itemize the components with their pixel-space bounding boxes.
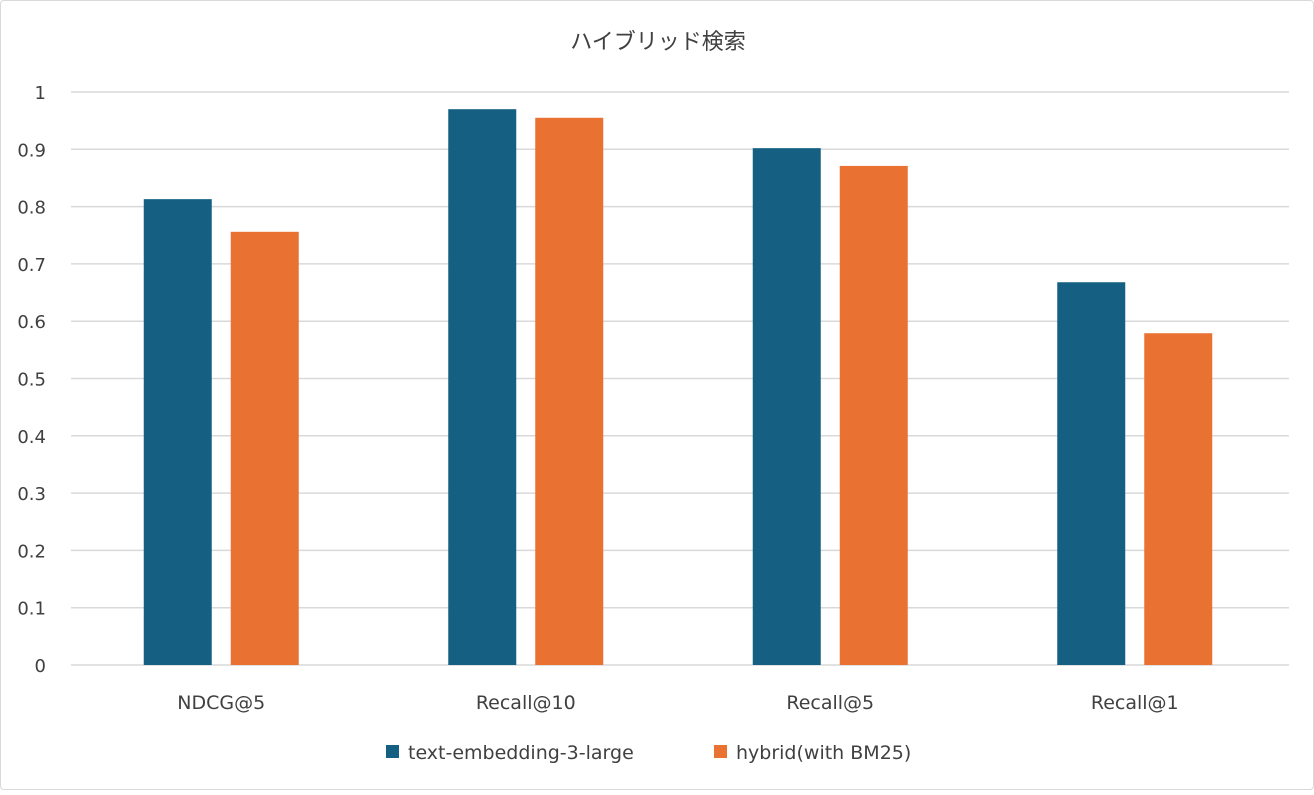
x-axis: NDCG@5 Recall@10 Recall@5 Recall@1	[177, 692, 1178, 714]
y-tick-label: 0.3	[17, 484, 46, 505]
chart-title: ハイブリッド検索	[570, 30, 746, 55]
y-tick-label: 0.9	[17, 140, 46, 161]
y-tick-label: 0.6	[17, 312, 46, 333]
bars	[143, 109, 1213, 666]
bar-Recall@5-hybrid(with BM25)	[839, 165, 908, 666]
bar-NDCG@5-text-embedding-3-large	[143, 199, 212, 665]
legend-swatch	[714, 745, 727, 758]
y-tick-label: 0	[35, 656, 46, 677]
y-tick-label: 0.5	[17, 370, 46, 391]
y-tick-label: 1	[35, 83, 46, 104]
y-tick-label: 0.8	[17, 198, 46, 219]
bar-Recall@10-text-embedding-3-large	[448, 109, 517, 665]
bar-Recall@5-text-embedding-3-large	[752, 148, 821, 666]
y-tick-label: 0.1	[17, 599, 46, 620]
y-tick-label: 0.4	[17, 427, 46, 448]
x-tick-label: Recall@5	[786, 692, 874, 714]
legend-label: hybrid(with BM25)	[736, 742, 911, 764]
legend-label: text-embedding-3-large	[408, 742, 634, 764]
legend-swatch	[386, 745, 399, 758]
x-tick-label: Recall@10	[476, 692, 576, 714]
bar-Recall@1-hybrid(with BM25)	[1144, 333, 1213, 665]
y-tick-label: 0.2	[17, 541, 46, 562]
x-tick-label: NDCG@5	[177, 692, 265, 714]
bar-NDCG@5-hybrid(with BM25)	[230, 231, 299, 665]
legend: text-embedding-3-large hybrid(with BM25)	[386, 742, 911, 764]
x-tick-label: Recall@1	[1091, 692, 1179, 714]
y-tick-label: 0.7	[17, 255, 46, 276]
bar-Recall@1-text-embedding-3-large	[1057, 282, 1126, 665]
y-axis: 0 0.1 0.2 0.3 0.4 0.5 0.6 0.7 0.8 0.9 1	[17, 83, 46, 677]
bar-Recall@10-hybrid(with BM25)	[535, 117, 604, 665]
